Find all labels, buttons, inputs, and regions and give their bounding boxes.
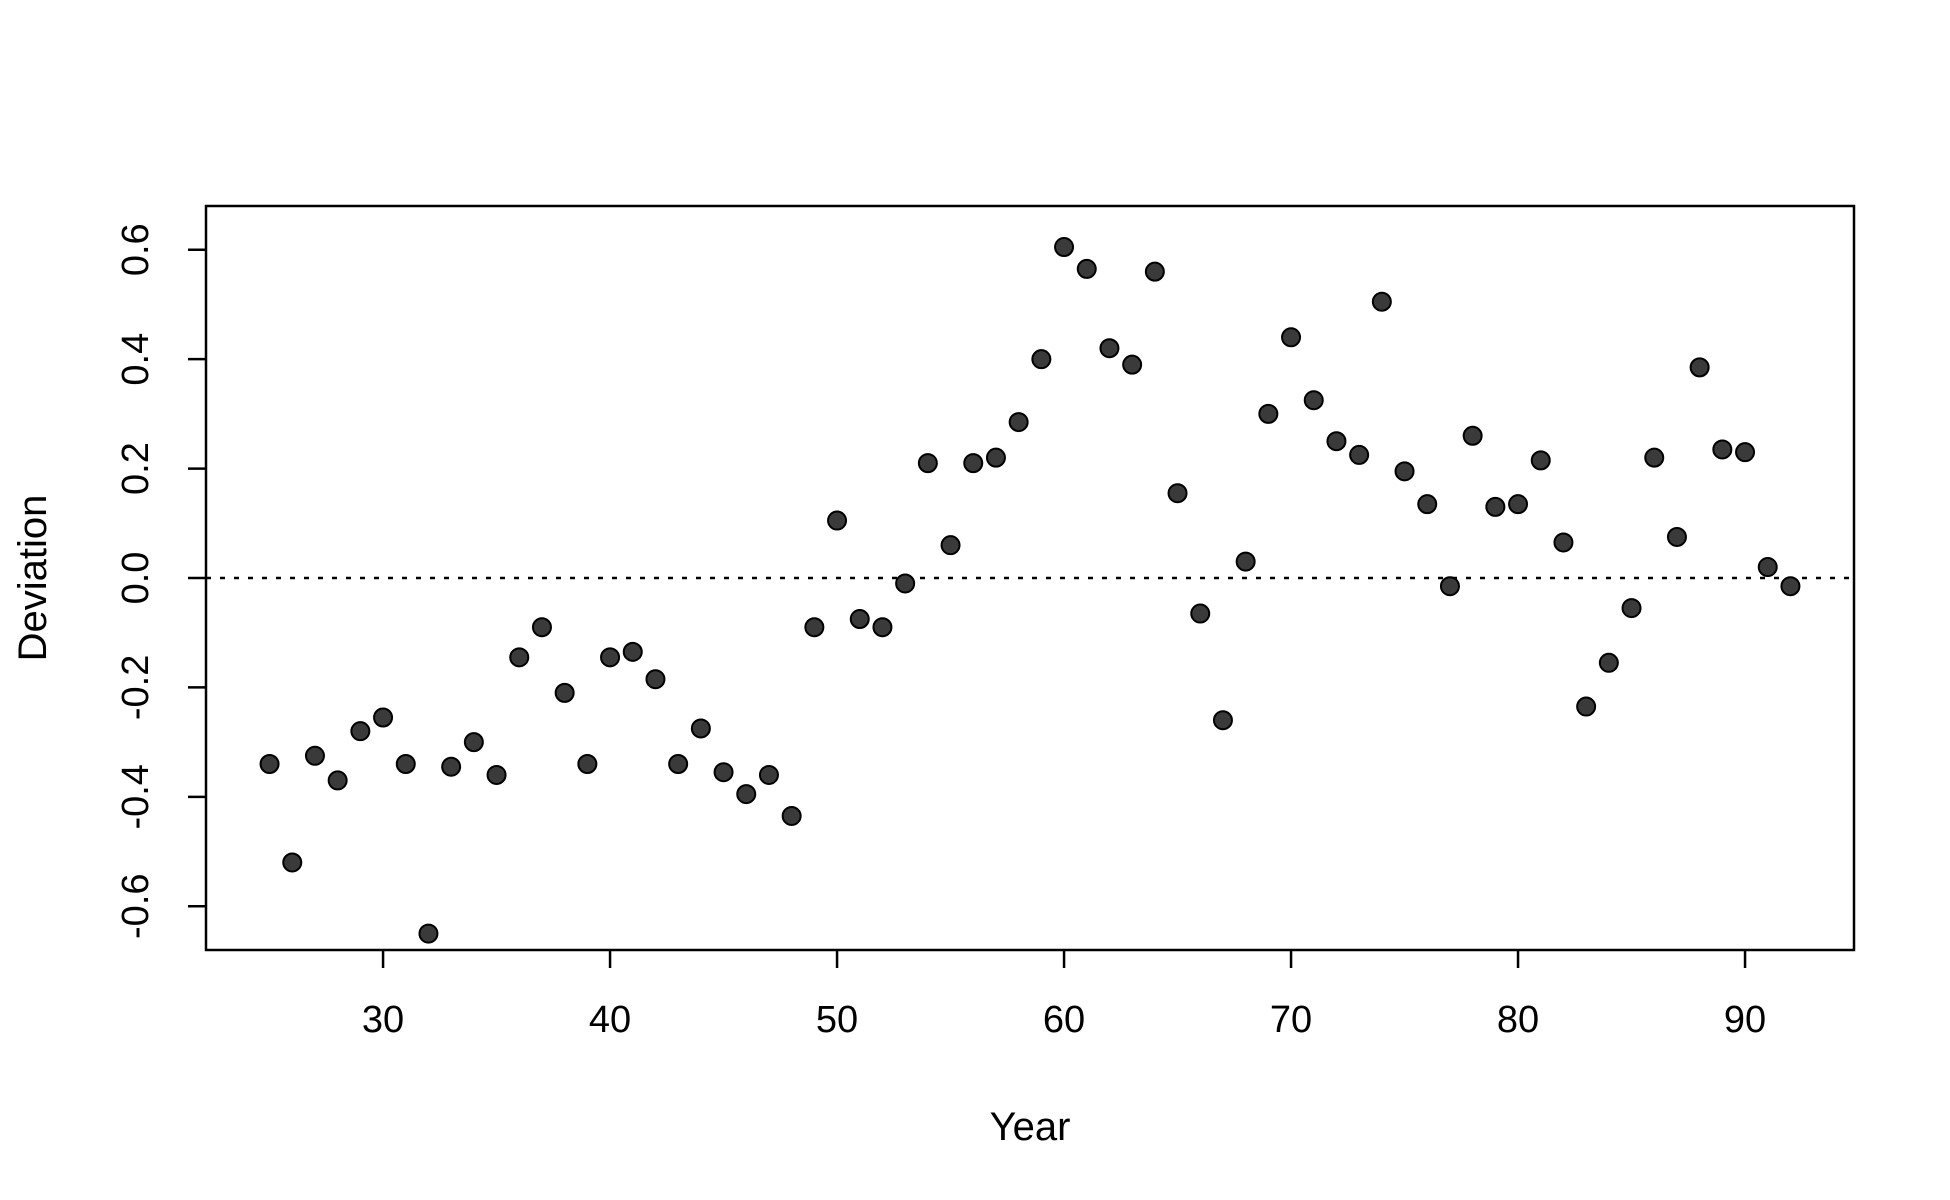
data-point (1735, 442, 1756, 463)
data-point (917, 453, 938, 474)
data-point (1144, 261, 1165, 282)
data-point (645, 669, 666, 690)
data-point (1212, 710, 1233, 731)
y-tick-label: -0.6 (115, 873, 157, 938)
data-point (554, 682, 575, 703)
y-axis: -0.6 -0.4 -0.2 0.0 0.2 0.4 0.6 (115, 223, 206, 939)
data-point (463, 732, 484, 753)
data-point (441, 756, 462, 777)
data-point (1167, 483, 1188, 504)
data-point (509, 647, 530, 668)
data-point (259, 754, 280, 774)
data-point (895, 573, 916, 594)
y-tick-label: -0.4 (115, 764, 157, 829)
data-point (1417, 494, 1438, 515)
data-point (1439, 576, 1460, 597)
data-point (282, 852, 303, 873)
data-point (1190, 603, 1211, 624)
y-tick-label: 0.0 (115, 552, 157, 605)
x-axis: 30 40 50 60 70 80 90 (362, 950, 1766, 1041)
data-point (1689, 357, 1710, 378)
data-point (1576, 696, 1597, 717)
data-point (1508, 494, 1529, 515)
data-point (1326, 431, 1347, 452)
data-point (1644, 447, 1665, 468)
y-tick-label: 0.2 (115, 442, 157, 495)
data-point (1598, 652, 1619, 673)
data-point (1054, 237, 1075, 258)
data-point (1666, 526, 1687, 547)
data-point (1122, 354, 1143, 375)
data-point (1258, 403, 1279, 424)
x-axis-title: Year (990, 1105, 1071, 1149)
data-point (1235, 551, 1256, 572)
data-point (1780, 576, 1801, 597)
data-point (690, 718, 711, 739)
x-tick-label: 40 (589, 999, 631, 1041)
data-point (1530, 450, 1551, 471)
x-tick-label: 50 (816, 999, 858, 1041)
data-point (600, 647, 621, 668)
data-point (1099, 338, 1120, 359)
data-point (872, 617, 893, 638)
data-point (373, 707, 394, 728)
data-point (486, 764, 507, 785)
data-point (622, 641, 643, 662)
data-point (418, 923, 439, 944)
data-point (395, 754, 416, 774)
data-point (304, 745, 325, 766)
x-tick-label: 90 (1724, 999, 1766, 1041)
data-point (1712, 439, 1733, 460)
data-point (668, 754, 689, 774)
data-point (350, 721, 371, 742)
data-point (1349, 444, 1370, 465)
x-tick-label: 70 (1270, 999, 1312, 1041)
data-point (1553, 532, 1574, 553)
data-point (713, 762, 734, 783)
data-point (781, 805, 802, 826)
data-point (758, 764, 779, 785)
data-point (940, 535, 961, 556)
y-tick-label: 0.6 (115, 223, 157, 276)
data-points (259, 237, 1801, 944)
data-point (327, 770, 348, 791)
data-point (1031, 349, 1052, 370)
data-point (963, 453, 984, 474)
data-point (1757, 557, 1778, 578)
data-point (985, 447, 1006, 468)
data-point (1462, 425, 1483, 446)
data-point (1281, 327, 1302, 348)
data-point (1076, 258, 1097, 279)
x-tick-label: 30 (362, 999, 404, 1041)
data-point (736, 784, 757, 805)
data-point (804, 617, 825, 638)
data-point (1621, 598, 1642, 619)
y-axis-title: Deviation (11, 495, 55, 662)
y-tick-label: 0.4 (115, 333, 157, 386)
y-tick-label: -0.2 (115, 655, 157, 720)
data-point (1394, 461, 1415, 482)
x-tick-label: 80 (1497, 999, 1539, 1041)
data-point (577, 754, 598, 774)
x-tick-label: 60 (1043, 999, 1085, 1041)
data-point (849, 609, 870, 630)
data-point (827, 510, 848, 531)
data-point (1485, 496, 1506, 517)
data-point (1303, 390, 1324, 411)
data-point (531, 617, 552, 638)
data-point (1371, 291, 1392, 312)
data-point (1008, 412, 1029, 433)
